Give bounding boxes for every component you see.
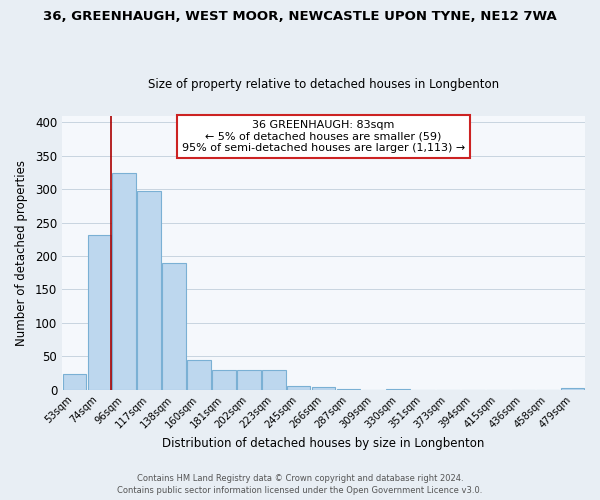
Bar bbox=[386, 389, 410, 390]
Bar bbox=[561, 388, 584, 390]
Bar bbox=[287, 386, 310, 390]
Bar bbox=[262, 370, 286, 390]
Bar bbox=[337, 389, 360, 390]
Text: 36 GREENHAUGH: 83sqm
← 5% of detached houses are smaller (59)
95% of semi-detach: 36 GREENHAUGH: 83sqm ← 5% of detached ho… bbox=[182, 120, 465, 153]
Text: Contains HM Land Registry data © Crown copyright and database right 2024.
Contai: Contains HM Land Registry data © Crown c… bbox=[118, 474, 482, 495]
Y-axis label: Number of detached properties: Number of detached properties bbox=[15, 160, 28, 346]
Bar bbox=[88, 234, 111, 390]
Bar bbox=[162, 262, 186, 390]
Bar bbox=[212, 370, 236, 390]
Text: 36, GREENHAUGH, WEST MOOR, NEWCASTLE UPON TYNE, NE12 7WA: 36, GREENHAUGH, WEST MOOR, NEWCASTLE UPO… bbox=[43, 10, 557, 23]
Bar bbox=[237, 370, 260, 390]
X-axis label: Distribution of detached houses by size in Longbenton: Distribution of detached houses by size … bbox=[163, 437, 485, 450]
Title: Size of property relative to detached houses in Longbenton: Size of property relative to detached ho… bbox=[148, 78, 499, 91]
Bar bbox=[62, 374, 86, 390]
Bar bbox=[311, 387, 335, 390]
Bar bbox=[112, 172, 136, 390]
Bar bbox=[137, 190, 161, 390]
Bar bbox=[187, 360, 211, 390]
